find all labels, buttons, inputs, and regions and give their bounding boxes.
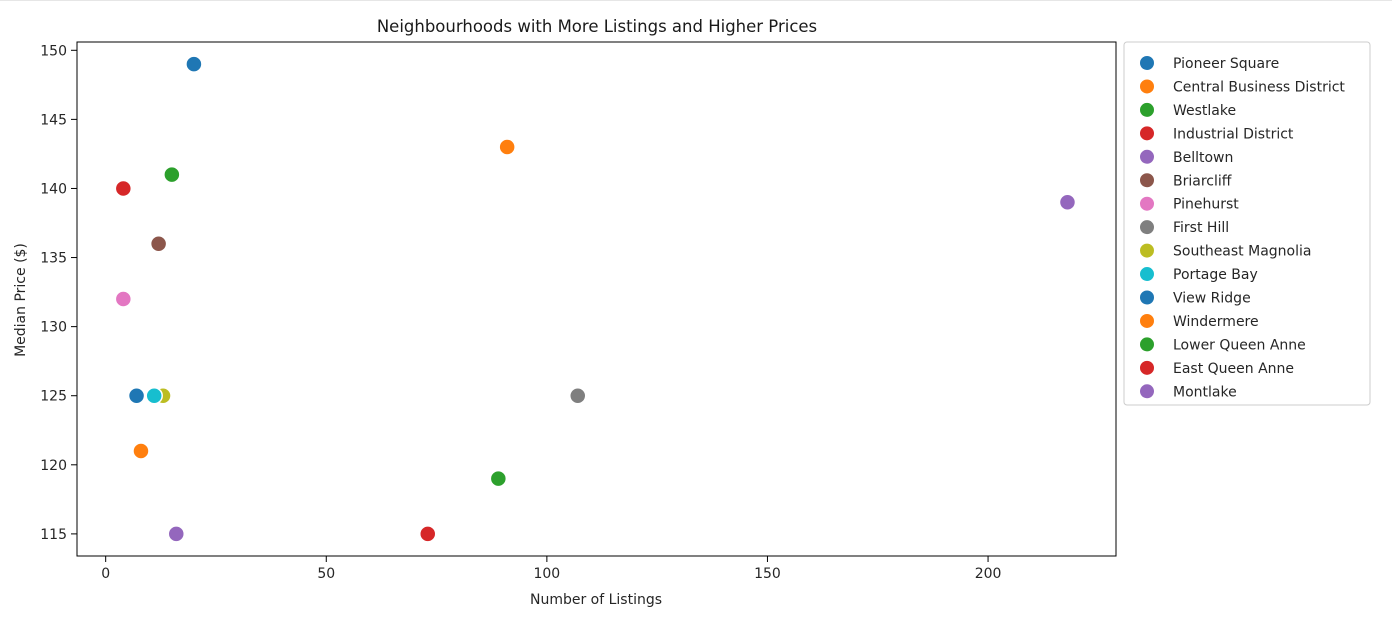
legend-marker xyxy=(1139,219,1155,236)
y-tick-label: 150 xyxy=(40,43,67,59)
legend-marker xyxy=(1139,336,1155,353)
data-point-briarcliff xyxy=(149,234,168,253)
legend-marker xyxy=(1139,312,1155,329)
data-point-pinehurst xyxy=(114,290,133,308)
x-tick-label: 100 xyxy=(533,566,560,582)
legend-marker xyxy=(1139,242,1155,259)
legend: Pioneer Square Central Business District W… xyxy=(1123,41,1371,406)
legend-marker xyxy=(1139,78,1155,95)
data-point-belltown xyxy=(1058,193,1077,212)
legend-label: Industrial District xyxy=(1173,126,1294,142)
legend-label: Southeast Magnolia xyxy=(1173,244,1311,260)
plot-frame xyxy=(76,41,1117,557)
y-tick-label: 120 xyxy=(40,458,67,474)
data-point-first-hill xyxy=(568,386,587,405)
data-point-portage-bay xyxy=(145,386,163,405)
legend-marker xyxy=(1139,101,1155,118)
y-tick-label: 115 xyxy=(40,527,67,543)
legend-label: Lower Queen Anne xyxy=(1173,337,1306,353)
x-tick-label: 50 xyxy=(317,566,335,582)
data-point-lower-queen-anne xyxy=(489,469,508,488)
x-tick-label: 0 xyxy=(101,566,110,582)
y-axis-label: Median Price ($) xyxy=(13,243,29,357)
legend-label: Pioneer Square xyxy=(1173,56,1279,72)
legend-label: Westlake xyxy=(1173,103,1236,119)
data-point-montlake xyxy=(167,525,186,543)
points-layer xyxy=(114,55,1077,543)
legend-label: Montlake xyxy=(1173,384,1237,400)
legend-marker xyxy=(1139,125,1155,142)
legend-marker xyxy=(1139,148,1155,165)
legend-label: Briarcliff xyxy=(1173,173,1232,189)
legend-marker xyxy=(1139,266,1155,283)
legend-label: East Queen Anne xyxy=(1173,361,1294,377)
legend-label: Central Business District xyxy=(1173,79,1345,95)
legend-marker xyxy=(1139,383,1155,400)
x-axis-label: Number of Listings xyxy=(530,592,662,608)
legend-label: Belltown xyxy=(1173,150,1233,166)
y-tick-label: 135 xyxy=(40,251,67,267)
ticks-layer: 0 50 100 150 200 115 120 125 130 135 140 145 150 xyxy=(40,43,1001,582)
legend-label: First Hill xyxy=(1173,220,1229,236)
x-tick-label: 200 xyxy=(975,566,1002,582)
y-tick-label: 140 xyxy=(40,181,67,197)
chart-title: Neighbourhoods with More Listings and Hi… xyxy=(377,17,817,36)
legend-marker xyxy=(1139,359,1155,376)
legend-marker xyxy=(1139,195,1155,212)
legend-label: Portage Bay xyxy=(1173,267,1258,283)
legend-label: Pinehurst xyxy=(1173,197,1239,213)
legend-marker xyxy=(1139,55,1155,71)
y-tick-label: 130 xyxy=(40,320,67,336)
legend-label: Windermere xyxy=(1173,314,1259,330)
legend-marker xyxy=(1139,289,1155,306)
x-tick-label: 150 xyxy=(754,566,781,582)
legend-label: View Ridge xyxy=(1173,291,1251,307)
legend-marker xyxy=(1139,172,1155,189)
y-tick-label: 145 xyxy=(40,112,67,128)
y-axis-label-group: Median Price ($) xyxy=(13,243,29,357)
data-point-pioneer-square xyxy=(185,55,203,73)
data-point-industrial-district xyxy=(114,179,133,198)
legend-frame xyxy=(1123,41,1371,406)
top-divider xyxy=(0,0,1392,1)
y-tick-label: 125 xyxy=(40,389,67,405)
data-point-westlake xyxy=(163,165,181,184)
data-point-view-ridge xyxy=(127,386,146,405)
data-point-central-business-district xyxy=(498,138,516,156)
data-point-windermere xyxy=(132,442,150,460)
data-point-east-queen-anne xyxy=(418,525,437,543)
